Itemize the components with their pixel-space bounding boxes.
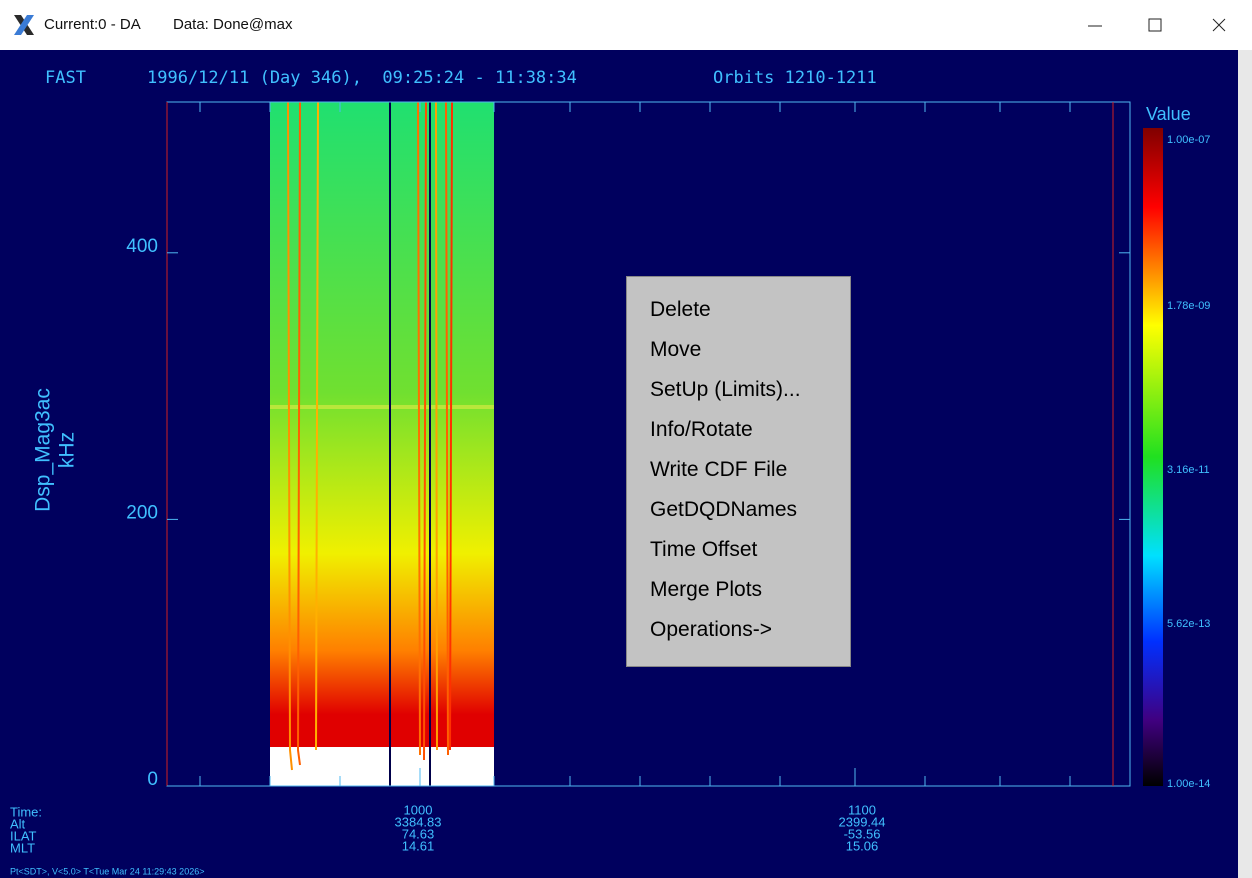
mission: FAST [45, 68, 86, 88]
window-controls[interactable] [1080, 0, 1240, 50]
menu-item[interactable]: Merge Plots [650, 578, 762, 602]
colorbar-title: Value [1146, 104, 1191, 124]
menu-item[interactable]: Delete [650, 298, 711, 322]
menu-item[interactable]: SetUp (Limits)... [650, 378, 801, 402]
plot-background [0, 50, 1238, 878]
colorbar-label: 1.00e-07 [1167, 134, 1210, 146]
y-axis-label: Dsp_Mag3ac [32, 388, 55, 512]
menu-item[interactable]: GetDQDNames [650, 498, 797, 522]
orbits: Orbits 1210-1211 [713, 68, 877, 88]
title-bar: Current:0 - DA Data: Done@max [0, 0, 1252, 51]
menu-item[interactable]: Info/Rotate [650, 418, 753, 442]
y-tick-label: 0 [147, 769, 158, 790]
menu-item[interactable]: Time Offset [650, 538, 757, 562]
window-status: Data: Done@max [173, 16, 292, 33]
x-column-value: 15.06 [846, 838, 879, 853]
y-tick-label: 400 [126, 236, 158, 257]
x-column-value: 14.61 [402, 838, 435, 853]
menu-item[interactable]: Operations-> [650, 618, 772, 642]
page: Current:0 - DA Data: Done@max 0 200 400 FA… [0, 0, 1252, 878]
menu-item[interactable]: Write CDF File [650, 458, 787, 482]
colorbar-label: 5.62e-13 [1167, 618, 1210, 630]
time-range: 1996/12/11 (Day 346), 09:25:24 - 11:38:3… [147, 68, 577, 88]
y-axis-unit: kHz [56, 432, 79, 468]
status-line: Pt<SDT>, V<5.0> T<Tue Mar 24 11:29:43 20… [10, 866, 204, 876]
y-tick-label: 200 [126, 502, 158, 523]
menu-item[interactable]: Move [650, 338, 701, 362]
x-row-label: MLT [10, 840, 35, 855]
context-menu: Delete Move SetUp (Limits)... Info/Rotate Wr… [626, 276, 851, 667]
colorbar-label: 1.78e-09 [1167, 300, 1210, 312]
app-icon [12, 13, 36, 37]
colorbar [1143, 128, 1163, 786]
colorbar-label: 3.16e-11 [1167, 464, 1210, 476]
scrollbar[interactable] [1238, 50, 1252, 878]
spectrogram [270, 102, 494, 786]
colorbar-label: 1.00e-14 [1167, 778, 1210, 790]
window-title: Current:0 - DA [44, 16, 141, 33]
